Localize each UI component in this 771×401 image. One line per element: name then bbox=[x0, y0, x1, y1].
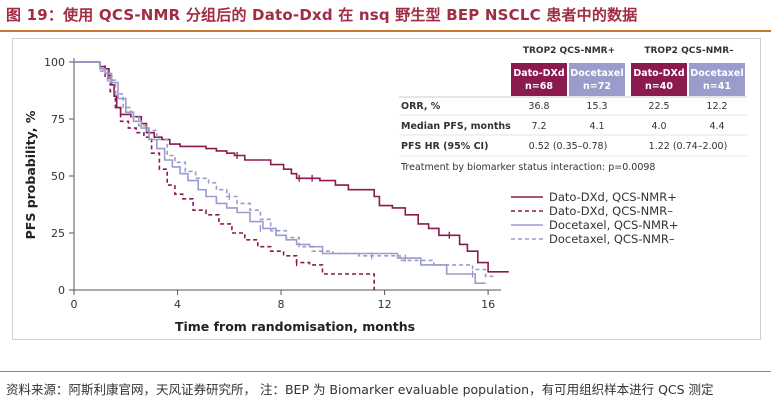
arm-header-dato-neg bbox=[631, 63, 687, 96]
arm-header-doce-neg bbox=[689, 63, 745, 96]
cell-pfs-doce-neg: 4.4 bbox=[709, 121, 724, 132]
cell-hr-neg: 1.22 (0.74–2.00) bbox=[649, 141, 728, 152]
y-tick-label: 75 bbox=[51, 113, 65, 126]
y-axis-label: PFS probability, % bbox=[23, 110, 38, 239]
arm-label-dato-neg: Dato-DXd bbox=[633, 68, 684, 79]
y-tick-label: 25 bbox=[51, 227, 65, 240]
x-tick-label: 8 bbox=[278, 298, 285, 311]
row-label-median-pfs: Median PFS, months bbox=[401, 121, 511, 132]
cell-orr-dato-pos: 36.8 bbox=[528, 101, 549, 112]
row-label-orr: ORR, % bbox=[401, 101, 441, 112]
chart-panel: 0 25 50 75 100 0 4 8 12 16 Dato-DXd, QCS-NMR+ Dat… bbox=[12, 38, 761, 340]
legend-label-dato-neg: Dato-DXd, QCS-NMR– bbox=[549, 204, 673, 218]
cell-pfs-doce-pos: 4.1 bbox=[589, 121, 604, 132]
arm-header-dato-pos bbox=[511, 63, 567, 96]
source-note: 资料来源：阿斯利康官网，天风证券研究所， 注：BEP 为 Biomarker e… bbox=[6, 382, 714, 397]
legend-label-doce-neg: Docetaxel, QCS-NMR– bbox=[549, 232, 675, 246]
km-chart: 0 25 50 75 100 0 4 8 12 16 Dato-DXd, QCS-NMR+ Dat… bbox=[23, 46, 747, 334]
legend-label-dato-pos: Dato-DXd, QCS-NMR+ bbox=[549, 190, 677, 204]
arm-label-dato-pos: Dato-DXd bbox=[513, 68, 564, 79]
km-curve-docetaxel-qcs-nmr-neg bbox=[74, 61, 494, 278]
y-tick-label: 0 bbox=[58, 284, 65, 297]
cell-orr-doce-neg: 12.2 bbox=[706, 101, 727, 112]
km-curve-dato-dxd-qcs-nmr-pos bbox=[74, 61, 509, 273]
y-tick-label: 100 bbox=[44, 56, 65, 69]
arm-n-dato-pos: n=68 bbox=[525, 81, 553, 92]
figure-title: 图 19：使用 QCS-NMR 分组后的 Dato-Dxd 在 nsq 野生型 … bbox=[6, 6, 638, 24]
cell-pfs-dato-neg: 4.0 bbox=[651, 121, 666, 132]
title-rule bbox=[0, 30, 771, 32]
km-curve-dato-dxd-qcs-nmr-neg bbox=[74, 61, 375, 290]
x-tick-label: 16 bbox=[481, 298, 495, 311]
legend-label-doce-pos: Docetaxel, QCS-NMR+ bbox=[549, 218, 679, 232]
x-axis-label: Time from randomisation, months bbox=[175, 319, 415, 334]
cell-pfs-dato-pos: 7.2 bbox=[531, 121, 546, 132]
arm-label-doce-neg: Docetaxel bbox=[690, 68, 743, 79]
table-note: Treatment by biomarker status interactio… bbox=[400, 162, 655, 173]
cell-orr-dato-neg: 22.5 bbox=[648, 101, 669, 112]
arm-label-doce-pos: Docetaxel bbox=[570, 68, 623, 79]
footer-rule bbox=[0, 371, 771, 372]
results-table: TROP2 QCS-NMR+ TROP2 QCS-NMR– Dato-DXd n… bbox=[399, 46, 747, 173]
table-group-neg: TROP2 QCS-NMR– bbox=[644, 46, 734, 56]
arm-n-dato-neg: n=40 bbox=[645, 81, 673, 92]
arm-header-doce-pos bbox=[569, 63, 625, 96]
table-group-pos: TROP2 QCS-NMR+ bbox=[523, 46, 615, 56]
x-tick-label: 4 bbox=[174, 298, 181, 311]
x-tick-label: 0 bbox=[71, 298, 78, 311]
cell-hr-pos: 0.52 (0.35–0.78) bbox=[529, 141, 608, 152]
curves bbox=[74, 61, 509, 290]
arm-n-doce-neg: n=41 bbox=[703, 81, 731, 92]
x-tick-label: 12 bbox=[378, 298, 392, 311]
axes: 0 25 50 75 100 0 4 8 12 16 bbox=[44, 56, 502, 311]
cell-orr-doce-pos: 15.3 bbox=[586, 101, 607, 112]
legend: Dato-DXd, QCS-NMR+ Dato-DXd, QCS-NMR– Do… bbox=[511, 190, 679, 246]
row-label-hr: PFS HR (95% CI) bbox=[401, 141, 488, 152]
y-tick-label: 50 bbox=[51, 170, 65, 183]
arm-n-doce-pos: n=72 bbox=[583, 81, 611, 92]
